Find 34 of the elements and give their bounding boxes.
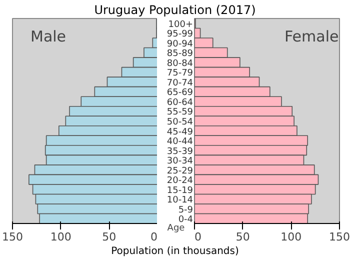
y-tick-label: 40-44 bbox=[166, 137, 194, 148]
chart-title: Uruguay Population (2017) bbox=[94, 2, 256, 19]
text: Male bbox=[30, 28, 66, 46]
y-axis-title: Age bbox=[167, 224, 186, 234]
x-tick-label: 150 bbox=[2, 230, 23, 244]
y-tick-label: 45-49 bbox=[166, 127, 194, 138]
text: Female bbox=[284, 28, 339, 46]
y-tick-label: 20-24 bbox=[166, 176, 194, 186]
x-tick-label: 50 bbox=[102, 230, 116, 244]
y-tick-label: 85-89 bbox=[166, 49, 194, 60]
x-tick-label: 100 bbox=[280, 230, 302, 244]
x-axis-title: Population (in thousands) bbox=[111, 245, 239, 259]
x-tick-label: 0 bbox=[150, 230, 158, 244]
y-tick-label: 35-39 bbox=[166, 146, 194, 157]
y-tick-label: 25-29 bbox=[166, 166, 194, 176]
x-tick-label: 0 bbox=[194, 230, 202, 244]
y-tick-label: 55-59 bbox=[166, 108, 194, 118]
y-tick-label: 10-14 bbox=[166, 196, 194, 206]
y-tick-label: 70-74 bbox=[166, 78, 194, 88]
y-tick-label: 65-69 bbox=[166, 88, 194, 98]
y-tick-label: 75-79 bbox=[166, 68, 194, 79]
y-tick-label: 0-4 bbox=[178, 215, 194, 226]
y-tick-label: 60-64 bbox=[166, 98, 194, 108]
y-tick-label: 100+ bbox=[168, 20, 194, 30]
x-tick-label: 150 bbox=[329, 230, 350, 244]
y-tick-label: 80-84 bbox=[166, 58, 194, 69]
y-tick-label: 95-99 bbox=[166, 30, 194, 40]
y-tick-label: 50-54 bbox=[166, 118, 194, 128]
y-tick-label: 30-34 bbox=[166, 156, 194, 167]
y-tick-label: 5-9 bbox=[178, 205, 194, 216]
x-tick-label: 50 bbox=[236, 230, 250, 244]
x-tick-label: 100 bbox=[50, 230, 72, 244]
y-tick-label: 90-94 bbox=[166, 39, 194, 50]
y-tick-label: 15-19 bbox=[166, 186, 194, 196]
